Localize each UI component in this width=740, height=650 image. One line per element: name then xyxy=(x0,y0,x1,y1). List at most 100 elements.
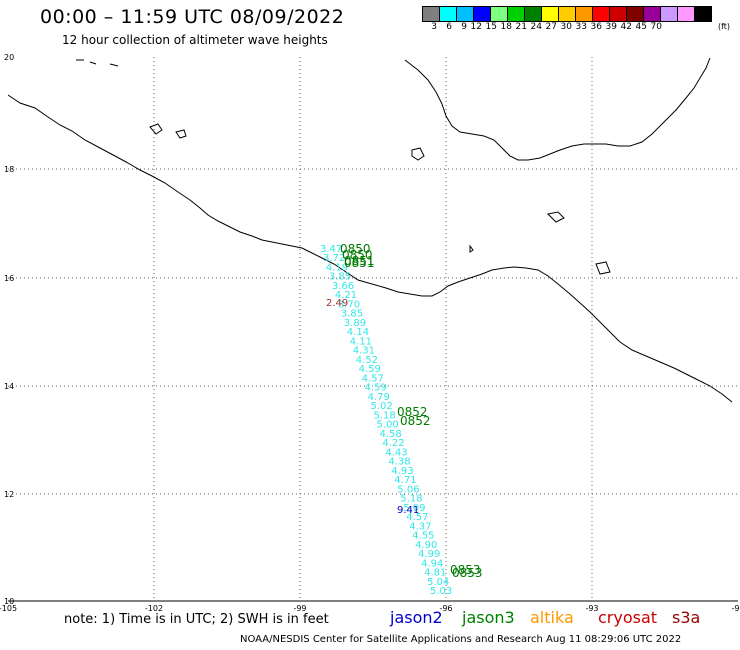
lon-tick-label: -102 xyxy=(145,604,163,613)
scale-label: 15 xyxy=(485,22,497,32)
wave-height-label: 4.93 xyxy=(391,466,413,477)
pass-time-label: 0851 xyxy=(344,254,375,268)
scale-swatch xyxy=(643,6,661,22)
scale-swatch xyxy=(507,6,525,22)
scale-label: 27 xyxy=(545,22,557,32)
lon-tick-label: -93 xyxy=(585,604,598,613)
scale-swatch xyxy=(524,6,542,22)
lat-tick-label: 12 xyxy=(4,490,14,499)
wave-height-label: 4.79 xyxy=(368,392,390,403)
wave-height-label: 4.90 xyxy=(415,540,437,551)
color-scale-units: (ft) xyxy=(718,22,731,31)
lat-lon-grid xyxy=(8,57,738,602)
footer-note: note: 1) Time is in UTC; 2) SWH is in fe… xyxy=(64,612,329,627)
lat-tick-label: 10 xyxy=(4,597,14,606)
wave-height-label: 4.57 xyxy=(362,373,384,384)
scale-swatch xyxy=(558,6,576,22)
scale-swatch xyxy=(473,6,491,22)
wave-height-label: 4.57 xyxy=(406,512,428,523)
wave-height-label: 4.14 xyxy=(347,327,369,338)
wave-height-label: 5.18 xyxy=(400,494,422,505)
scale-swatch xyxy=(609,6,627,22)
lat-tick-label: 14 xyxy=(4,382,14,391)
scale-label: 9 xyxy=(461,22,467,32)
page-subtitle: 12 hour collection of altimeter wave hei… xyxy=(62,33,328,47)
scale-label: 36 xyxy=(590,22,602,32)
color-scale-labels: 3 6 9 12 15 18 21 24 27 30 33 36 39 42 45 70 xyxy=(422,22,662,32)
wave-height-label: 5.04 xyxy=(427,577,449,588)
wave-height-label: 3.89 xyxy=(344,318,366,329)
scale-label: 39 xyxy=(605,22,617,32)
legend-s3a: s3a xyxy=(672,608,701,627)
lat-tick-label: 16 xyxy=(4,274,14,283)
pass-time-label: 0851 xyxy=(344,256,375,270)
lon-tick-label: -90 xyxy=(731,604,740,613)
wave-height-label: 3.85 xyxy=(341,309,363,320)
wave-height-label: 5.06 xyxy=(397,484,419,495)
wave-height-label: 5.18 xyxy=(374,410,396,421)
pass-time-label: 0852 xyxy=(400,414,431,428)
axis-labels: -105 -102 -99 -96 -93 -90 20 18 16 14 12 10 xyxy=(0,53,740,613)
scale-label: 45 xyxy=(635,22,647,32)
wave-height-label: 5.02 xyxy=(371,401,393,412)
pass-time-label: 0850 xyxy=(342,248,373,262)
scale-label: 3 xyxy=(431,22,437,32)
wave-height-highlight: 9.41 xyxy=(397,505,419,516)
wave-height-label: 4.55 xyxy=(412,531,434,542)
scale-swatch xyxy=(677,6,695,22)
wave-height-label: 4.58 xyxy=(380,429,402,440)
scale-label: 42 xyxy=(620,22,632,32)
scale-swatch xyxy=(490,6,508,22)
scale-label: 30 xyxy=(560,22,572,32)
scale-label: 33 xyxy=(575,22,587,32)
wave-height-label: 3.47 xyxy=(320,244,342,255)
coastline-gulf-mexico xyxy=(404,57,711,161)
wave-height-label: 4.71 xyxy=(394,475,416,486)
coastline-pacific-mexico xyxy=(7,94,733,403)
wave-height-label: 3.72 xyxy=(323,253,345,264)
pass-time-label: 0852 xyxy=(397,405,428,419)
scale-swatch xyxy=(660,6,678,22)
legend-jason2: jason2 xyxy=(390,608,443,627)
scale-label: 24 xyxy=(530,22,542,32)
scale-swatch xyxy=(694,6,712,22)
scale-swatch xyxy=(422,6,440,22)
altimeter-track: 3.473.724.193.853.664.213.703.853.894.14… xyxy=(320,242,483,597)
lon-tick-label: -96 xyxy=(439,604,452,613)
wave-height-label: 4.22 xyxy=(382,438,404,449)
wave-height-label: 5.09 xyxy=(403,503,425,514)
pass-time-label: 0853 xyxy=(452,566,483,580)
scale-label: 6 xyxy=(446,22,452,32)
wave-height-label: 4.21 xyxy=(335,290,357,301)
wave-height-label: 4.31 xyxy=(353,346,375,357)
page-title: 00:00 – 11:59 UTC 08/09/2022 xyxy=(40,6,345,28)
lat-tick-label: 20 xyxy=(4,53,14,62)
lat-tick-label: 18 xyxy=(4,165,14,174)
wave-height-label: 4.59 xyxy=(365,383,387,394)
wave-height-label: 3.66 xyxy=(332,281,354,292)
scale-swatch xyxy=(439,6,457,22)
scale-swatch xyxy=(592,6,610,22)
wave-height-label: 4.99 xyxy=(418,549,440,560)
wave-height-label: 4.43 xyxy=(385,447,407,458)
scale-swatch xyxy=(575,6,593,22)
scale-swatch xyxy=(626,6,644,22)
wave-height-label: 4.81 xyxy=(424,568,446,579)
wave-height-label: 4.19 xyxy=(326,263,348,274)
wave-height-highlight: 2.49 xyxy=(326,298,348,309)
scale-swatch xyxy=(456,6,474,22)
wave-height-label: 5.03 xyxy=(430,586,452,597)
pass-time-label: 0853 xyxy=(450,563,481,577)
lon-tick-label: -99 xyxy=(293,604,306,613)
wave-height-label: 3.85 xyxy=(329,272,351,283)
scale-swatch xyxy=(541,6,559,22)
wave-height-label: 5.00 xyxy=(377,420,399,431)
scale-label: 18 xyxy=(500,22,512,32)
wave-height-label: 3.70 xyxy=(338,300,360,311)
islands xyxy=(76,59,611,275)
wave-height-label: 4.52 xyxy=(356,355,378,366)
wave-height-label: 4.37 xyxy=(409,521,431,532)
wave-height-label: 4.59 xyxy=(359,364,381,375)
color-scale-bar xyxy=(422,6,712,22)
